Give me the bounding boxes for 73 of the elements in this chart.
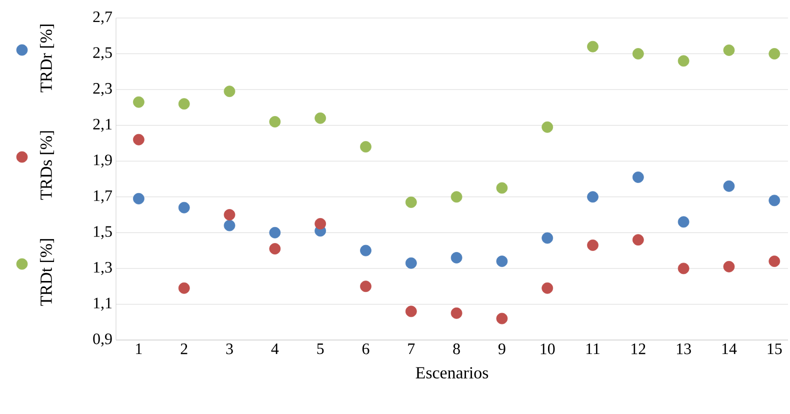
point [632,48,644,60]
point [723,44,735,56]
point [542,232,554,244]
point [133,96,144,108]
x-tick-label: 5 [317,344,324,354]
point [587,191,598,203]
legend-label: TRDt [%] [40,239,54,306]
point [269,226,281,238]
x-tick-label: 13 [677,344,691,354]
point [768,256,780,267]
point [133,134,144,146]
y-tick-label: 0,9 [93,333,112,347]
point [360,244,372,256]
x-tick-label: 14 [722,344,737,354]
y-tick-label: 1,5 [94,226,112,240]
point [269,243,281,254]
point [178,282,190,294]
point [450,191,462,203]
point [723,180,735,192]
point [542,282,554,294]
point [723,260,735,272]
x-tick-label: 6 [362,344,370,354]
y-tick-label: 2,3 [93,83,112,96]
point [405,306,417,318]
point [360,280,372,292]
legend-label: TRDs [%] [40,131,54,200]
y-tick-label: 2,7 [93,12,112,24]
point [405,196,417,208]
point [496,256,508,267]
x-tick-label: 8 [453,344,460,354]
point [450,252,462,264]
x-tick-label: 9 [498,344,506,354]
x-tick-label: 11 [586,344,600,354]
x-tick-label: 7 [408,344,415,354]
point [496,182,508,194]
legend-label: TRDr [%] [40,24,54,92]
point [632,172,644,183]
point [224,209,236,220]
x-axis-title: Escenarios [416,367,488,379]
point [768,194,780,206]
point [768,48,780,60]
point [133,192,144,204]
x-tick-label: 4 [271,344,279,354]
point [314,112,326,124]
y-tick-label: 2,1 [93,118,112,132]
point [360,141,372,152]
x-tick-label: 10 [540,344,555,354]
point [587,239,598,251]
point [224,86,236,98]
y-tick-label: 1,7 [94,190,112,204]
point [587,40,598,52]
x-tick-label: 2 [180,344,188,354]
point [405,257,417,269]
point [632,234,644,246]
point [542,121,554,133]
x-tick-label: 15 [768,344,782,354]
point [314,218,326,230]
y-tick-label: 2,5 [93,47,112,60]
y-tick-label: 1,1 [94,298,112,311]
point [678,262,690,274]
point [496,312,508,324]
point [678,55,690,67]
y-tick-label: 1,9 [94,154,112,168]
point [450,307,462,319]
y-tick-label: 1,3 [94,262,112,275]
x-tick-label: 1 [136,344,142,354]
point [178,98,190,110]
x-tick-label: 3 [226,344,233,354]
point [678,216,690,228]
point [178,202,190,214]
point [224,220,236,232]
point [269,116,281,128]
x-tick-label: 12 [632,344,646,354]
